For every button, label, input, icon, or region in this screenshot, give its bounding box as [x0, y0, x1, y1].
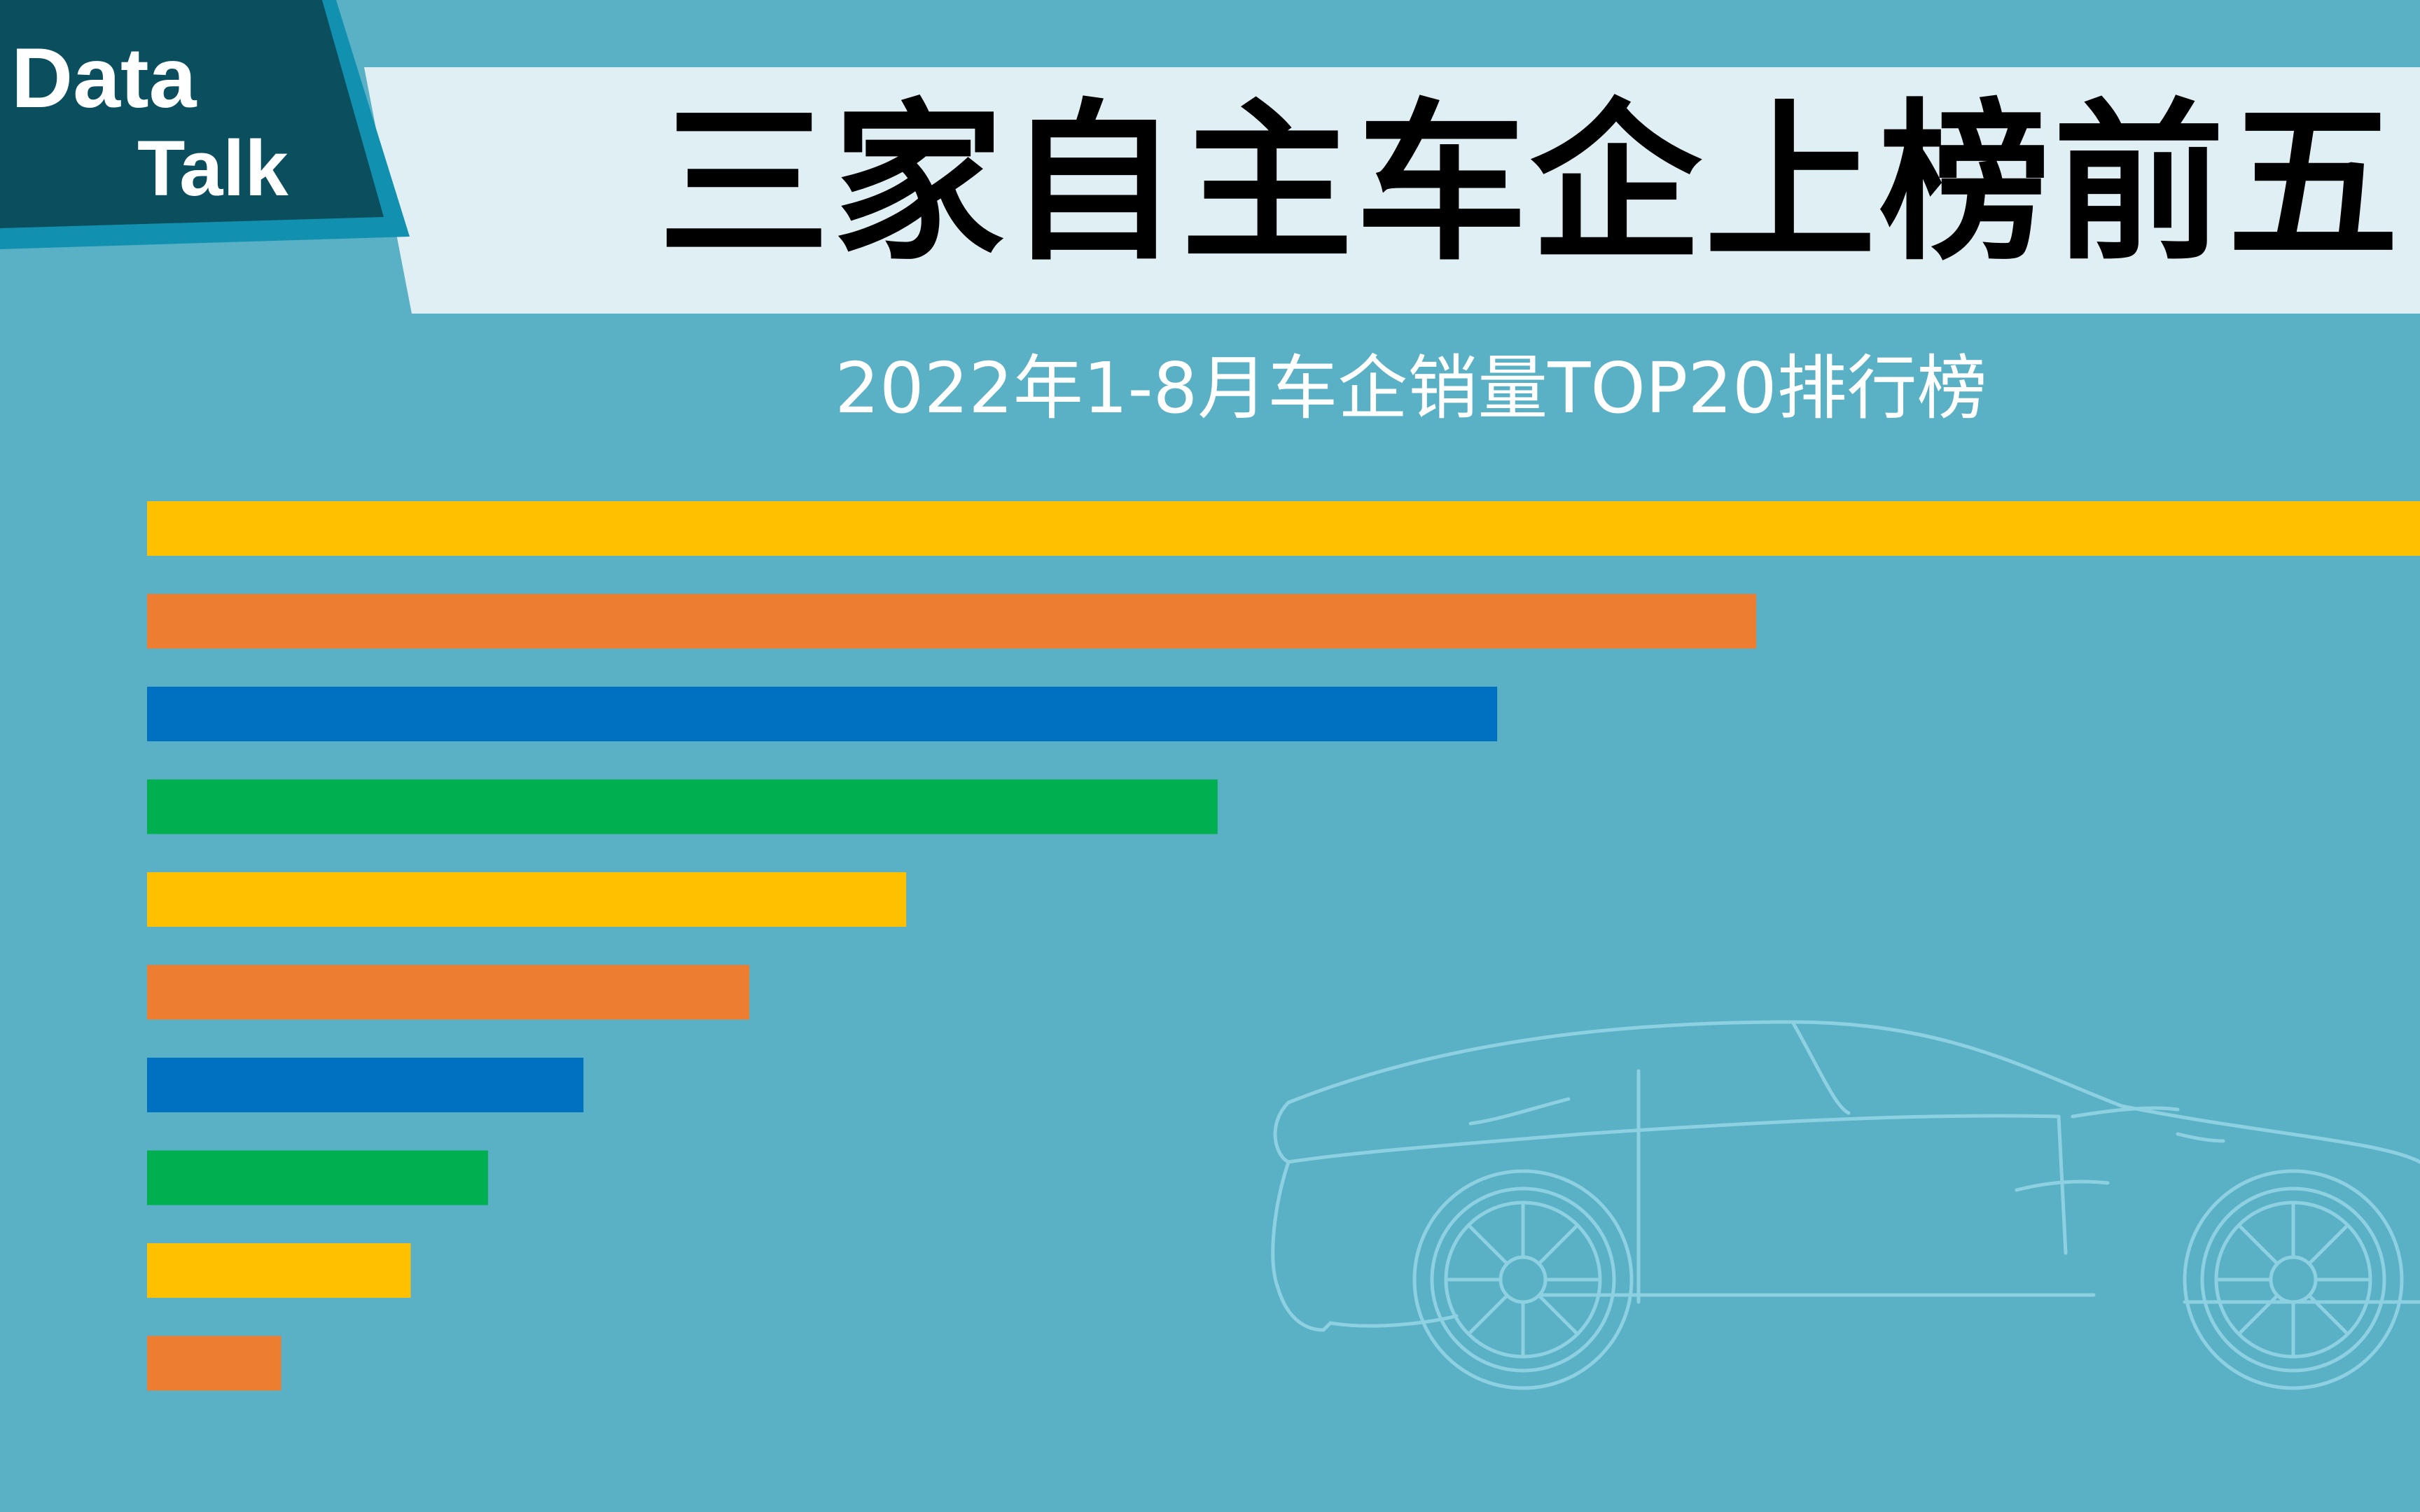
bar-1	[147, 501, 2420, 556]
logo-background	[0, 0, 384, 228]
bar-2	[147, 594, 1757, 649]
bar-4	[147, 779, 1218, 834]
bar-10	[147, 1336, 281, 1391]
title-band-shape	[364, 67, 2420, 314]
logo-badge	[0, 0, 410, 249]
logo-line-data: Data	[11, 30, 197, 125]
page-title: 三家自主车企上榜前五	[658, 84, 2402, 284]
bar-5	[147, 872, 907, 927]
bars-group	[147, 501, 2420, 1391]
bar-3	[147, 687, 1498, 741]
car-outline-icon	[1271, 1020, 2420, 1390]
bar-8	[147, 1150, 488, 1205]
title-band	[364, 67, 2420, 314]
logo-line-talk: Talk	[137, 125, 288, 212]
bar-6	[147, 965, 750, 1020]
bar-7	[147, 1058, 584, 1112]
chart-subtitle: 2022年1-8月车企销量TOP20排行榜	[835, 347, 1987, 429]
bar-9	[147, 1243, 411, 1298]
